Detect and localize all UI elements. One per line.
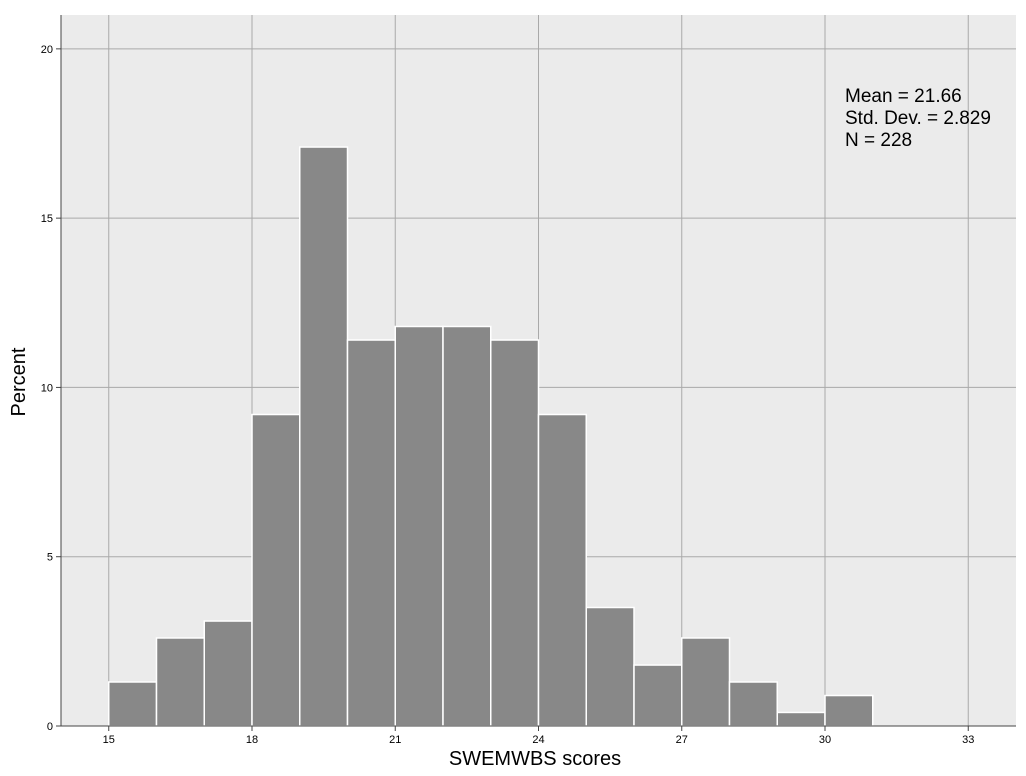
x-axis-title: SWEMWBS scores [449, 748, 621, 770]
y-tick-label: 20 [41, 44, 53, 56]
histogram-bar [634, 665, 682, 726]
stat-mean: Mean = 21.66 [845, 86, 962, 107]
x-tick-label: 15 [103, 734, 115, 746]
stat-std-dev: Std. Dev. = 2.829 [845, 108, 991, 129]
histogram-bar [539, 415, 587, 726]
x-tick-label: 33 [962, 734, 974, 746]
histogram-bar [252, 415, 300, 726]
y-tick-label: 5 [47, 552, 53, 564]
x-tick-label: 24 [532, 734, 544, 746]
x-tick-label: 30 [819, 734, 831, 746]
x-tick-label: 21 [389, 734, 401, 746]
histogram-bar [204, 621, 252, 726]
histogram-bar [348, 340, 396, 726]
y-axis-ticks: 0 5 10 15 20 [41, 44, 61, 733]
histogram-bar [586, 608, 634, 727]
histogram-bar [300, 147, 348, 726]
stat-n: N = 228 [845, 130, 912, 151]
x-tick-label: 27 [676, 734, 688, 746]
histogram-bar [157, 638, 205, 726]
y-tick-label: 0 [47, 721, 53, 733]
x-axis-ticks: 15 18 21 24 27 30 33 [103, 726, 975, 746]
histogram-bar [682, 638, 730, 726]
histogram-bar [825, 696, 873, 726]
histogram-bar [395, 326, 443, 726]
histogram-bar [491, 340, 539, 726]
histogram-bar [443, 326, 491, 726]
y-axis-title: Percent [8, 347, 30, 416]
y-tick-label: 10 [41, 382, 53, 394]
histogram-bar [109, 682, 157, 726]
y-tick-label: 15 [41, 213, 53, 225]
histogram-bar [730, 682, 778, 726]
x-tick-label: 18 [246, 734, 258, 746]
histogram-bar [777, 712, 825, 726]
